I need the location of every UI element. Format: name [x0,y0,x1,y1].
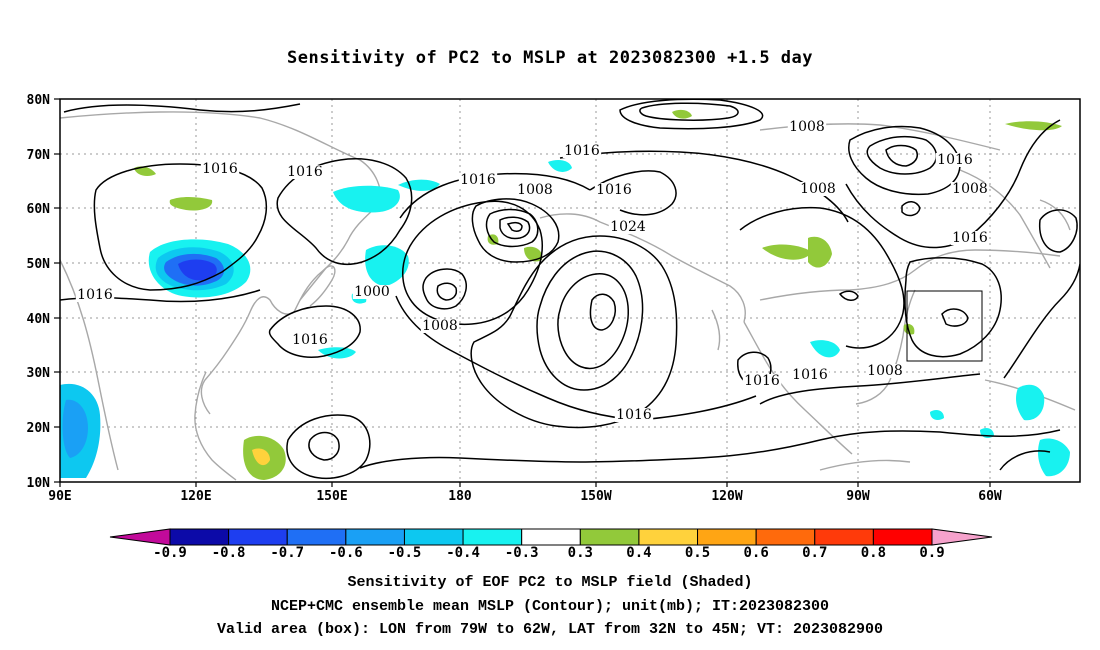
colorbar-swatch [286,528,347,546]
contour-label: 1016 [792,367,828,383]
colorbar-tick-label: 0.3 [568,545,593,561]
contour-label: 1016 [744,373,780,389]
plot-area: 1016 1016 1016 1016 1008 1016 1024 1008 1016 1000… [60,99,1080,482]
colorbar-tick-label: -0.6 [329,545,363,561]
colorbar-swatch [228,528,288,546]
colorbar-tick-label: 0.7 [802,545,827,561]
contour-label-bg [865,364,905,378]
colorbar-swatch [462,528,523,546]
contour-label: 1008 [867,363,903,379]
contour-label-bg [458,173,498,187]
lat-label: 10N [27,476,51,491]
contour-label: 1016 [292,332,328,348]
footer-line-2: NCEP+CMC ensemble mean MSLP (Contour); u… [270,598,830,615]
colorbar-tick-label: -0.4 [446,545,480,561]
lon-label: 150E [316,489,347,504]
lon-label: 180 [448,489,472,504]
lon-label: 150W [580,489,611,504]
footer-line-1: Sensitivity of EOF PC2 to MSLP field (Sh… [347,574,753,591]
contour-label: 1016 [937,152,973,168]
contour-label: 1016 [77,287,113,303]
colorbar-swatch [169,528,230,546]
colorbar-swatch [638,528,699,546]
colorbar-swatch [521,528,581,546]
lon-label: 120E [180,489,211,504]
longitude-labels: 90E 120E 150E 180 150W 120W 90W 60W [48,489,1002,504]
lat-label: 70N [27,148,51,163]
lon-label: 90W [846,489,870,504]
colorbar-tick-label: 0.5 [685,545,710,561]
lon-label: 90E [48,489,71,504]
lat-label: 40N [27,312,51,327]
colorbar-tick-label: 0.8 [861,545,886,561]
contour-label-bg [790,368,830,382]
contour-label-bg [75,288,115,302]
colorbar-tick-label: -0.3 [505,545,539,561]
contour-label: 1016 [952,230,988,246]
lon-label: 60W [978,489,1002,504]
contour-label-bg [290,333,330,347]
colorbar-tick-label: -0.8 [212,545,246,561]
contour-label: 1016 [564,143,600,159]
contour-label-bg [614,408,654,422]
contour-label-bg [798,182,838,196]
contour-label-bg [515,183,555,197]
contour-label-bg [608,220,648,234]
lat-label: 20N [27,421,51,436]
colorbar-tick-label: -0.7 [270,545,304,561]
contour-label-bg [420,319,460,333]
lat-label: 80N [27,93,51,108]
map-title: Sensitivity of PC2 to MSLP at 2023082300… [286,48,813,68]
mslp-contours [60,99,1080,479]
colorbar-swatch [345,528,405,546]
contour-label-bg [594,183,634,197]
colorbar-swatch [697,528,757,546]
contour-label: 1008 [952,181,988,197]
colorbar: -0.9 -0.8 -0.7 -0.6 -0.5 -0.4 -0.3 0.3 0.4 0.5 0.6… [109,528,993,561]
contour-labels: 1016 1016 1016 1016 1008 1016 1024 1008 1016 1000… [75,119,990,423]
contour-label-bg [562,144,602,158]
colorbar-tick-label: -0.5 [388,545,422,561]
contour-label-bg [950,182,990,196]
lon-label: 120W [711,489,742,504]
contour-label: 1016 [616,407,652,423]
axis-ticks [54,98,991,487]
contour-label-bg [352,285,392,299]
contour-label: 1024 [610,219,646,235]
contour-label-bg [285,165,325,179]
contour-label-bg [200,162,240,176]
lat-label: 60N [27,202,51,217]
contour-label: 1000 [354,284,390,300]
contour-label: 1008 [517,182,553,198]
colorbar-swatch [814,528,874,546]
contour-label-bg [787,120,827,134]
footer-line-3: Valid area (box): LON from 79W to 62W, L… [216,621,884,638]
colorbar-right-arrow [931,528,993,546]
colorbar-swatch [872,528,933,546]
latitude-labels: 80N 70N 60N 50N 40N 30N 20N 10N [27,93,51,491]
contour-label-bg [742,374,782,388]
colorbar-swatch [403,528,464,546]
contour-label: 1008 [789,119,825,135]
contour-label: 1016 [287,164,323,180]
valid-area-box [906,290,983,362]
colorbar-tick-label: 0.4 [626,545,651,561]
lat-label: 30N [27,366,51,381]
colorbar-tick-label: -0.9 [153,545,187,561]
lat-label: 50N [27,257,51,272]
contour-label: 1008 [422,318,458,334]
colorbar-swatch [579,528,640,546]
colorbar-tick-label: 0.6 [744,545,769,561]
colorbar-swatch [755,528,816,546]
colorbar-tick-label: 0.9 [919,545,944,561]
contour-label-bg [950,231,990,245]
contour-label: 1008 [800,181,836,197]
contour-label: 1016 [460,172,496,188]
contour-label-bg [935,153,975,167]
contour-label: 1016 [596,182,632,198]
contour-label: 1016 [202,161,238,177]
colorbar-left-arrow [109,528,171,546]
plot-frame [59,98,1081,483]
